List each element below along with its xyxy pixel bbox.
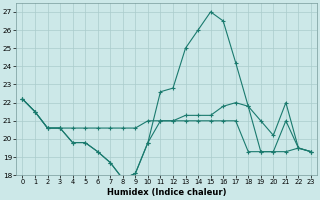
X-axis label: Humidex (Indice chaleur): Humidex (Indice chaleur) [107, 188, 227, 197]
